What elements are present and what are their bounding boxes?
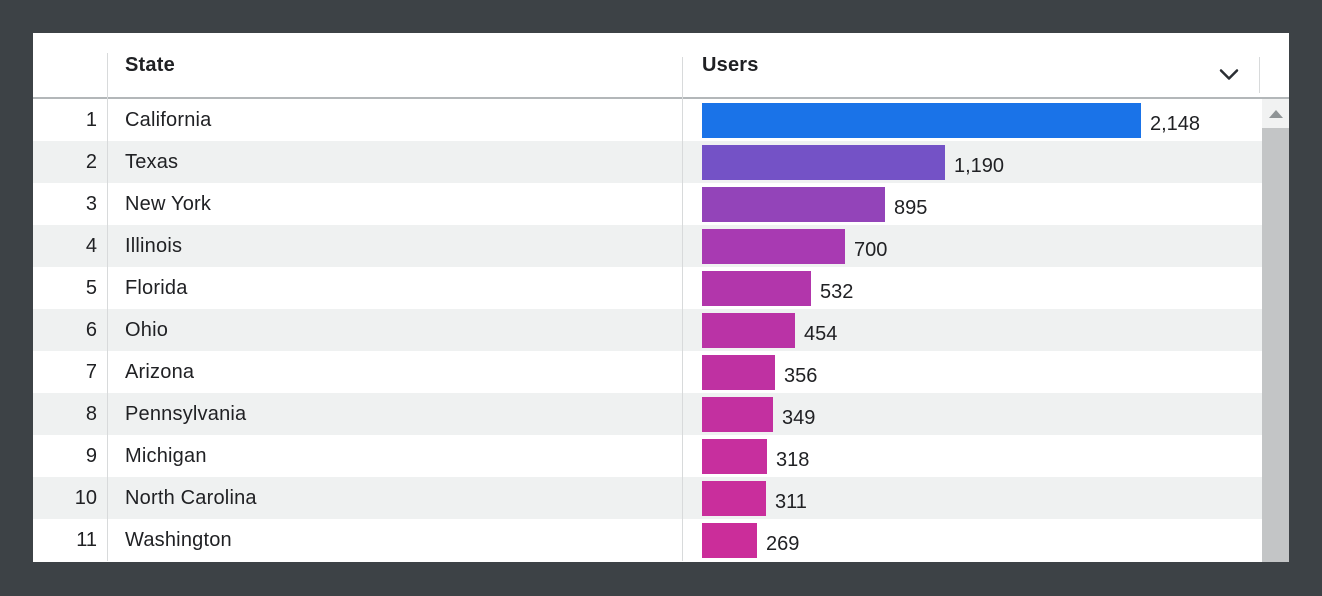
chevron-down-icon[interactable] xyxy=(1219,68,1239,81)
table-row: 11 Washington 269 xyxy=(33,519,1262,561)
users-bar xyxy=(702,144,945,180)
row-state: California xyxy=(108,99,683,141)
row-rank: 2 xyxy=(33,141,108,183)
users-value: 532 xyxy=(820,280,854,303)
users-value: 895 xyxy=(894,196,928,219)
row-state: Arizona xyxy=(108,351,683,393)
row-state: Texas xyxy=(108,141,683,183)
header-users-column[interactable]: Users xyxy=(683,33,1289,97)
users-bar xyxy=(702,228,845,264)
row-users-cell: 356 xyxy=(683,351,1262,393)
row-rank: 6 xyxy=(33,309,108,351)
header-divider xyxy=(682,57,683,99)
users-column-label: Users xyxy=(702,53,759,76)
users-value: 454 xyxy=(804,322,838,345)
row-rank: 4 xyxy=(33,225,108,267)
row-users-cell: 1,190 xyxy=(683,141,1262,183)
row-state: Ohio xyxy=(108,309,683,351)
table-row: 7 Arizona 356 xyxy=(33,351,1262,393)
row-rank: 5 xyxy=(33,267,108,309)
users-bar xyxy=(702,354,775,390)
header-rank-column xyxy=(33,33,108,97)
table-header: State Users xyxy=(33,33,1289,99)
row-state: North Carolina xyxy=(108,477,683,519)
table-row: 4 Illinois 700 xyxy=(33,225,1262,267)
header-divider xyxy=(1259,57,1260,93)
row-users-cell: 700 xyxy=(683,225,1262,267)
row-rank: 9 xyxy=(33,435,108,477)
users-bar xyxy=(702,270,811,306)
users-bar xyxy=(702,480,766,516)
users-value: 700 xyxy=(854,238,888,261)
scroll-up-arrow-icon xyxy=(1268,109,1283,118)
row-users-cell: 895 xyxy=(683,183,1262,225)
row-rank: 7 xyxy=(33,351,108,393)
users-value: 2,148 xyxy=(1150,112,1201,135)
row-rank: 3 xyxy=(33,183,108,225)
table-row: 9 Michigan 318 xyxy=(33,435,1262,477)
table-row: 8 Pennsylvania 349 xyxy=(33,393,1262,435)
users-bar xyxy=(702,312,795,348)
table-row: 5 Florida 532 xyxy=(33,267,1262,309)
row-state: Florida xyxy=(108,267,683,309)
row-rank: 8 xyxy=(33,393,108,435)
table-row: 2 Texas 1,190 xyxy=(33,141,1262,183)
users-bar xyxy=(702,396,773,432)
row-state: Illinois xyxy=(108,225,683,267)
table-row: 6 Ohio 454 xyxy=(33,309,1262,351)
header-state-column[interactable]: State xyxy=(108,33,683,97)
row-users-cell: 454 xyxy=(683,309,1262,351)
users-value: 318 xyxy=(776,448,810,471)
row-state: New York xyxy=(108,183,683,225)
users-value: 356 xyxy=(784,364,818,387)
row-users-cell: 532 xyxy=(683,267,1262,309)
scrollbar-thumb[interactable] xyxy=(1262,128,1289,562)
users-value: 1,190 xyxy=(954,154,1005,177)
users-value: 349 xyxy=(782,406,816,429)
table-row: 10 North Carolina 311 xyxy=(33,477,1262,519)
state-column-label: State xyxy=(125,53,175,76)
table-body: 1 California 2,148 2 Texas 1,190 3 New Y… xyxy=(33,99,1262,562)
state-users-table-widget: State Users 1 California 2,148 2 Texas 1… xyxy=(33,33,1289,562)
users-value: 269 xyxy=(766,532,800,555)
table-row: 3 New York 895 xyxy=(33,183,1262,225)
table-row: 1 California 2,148 xyxy=(33,99,1262,141)
users-bar xyxy=(702,102,1141,138)
users-bar xyxy=(702,186,885,222)
users-bar xyxy=(702,438,767,474)
row-users-cell: 318 xyxy=(683,435,1262,477)
header-divider xyxy=(107,53,108,99)
users-value: 311 xyxy=(775,490,807,513)
row-state: Michigan xyxy=(108,435,683,477)
row-rank: 11 xyxy=(33,519,108,561)
row-users-cell: 269 xyxy=(683,519,1262,561)
users-bar xyxy=(702,522,757,558)
row-rank: 10 xyxy=(33,477,108,519)
vertical-scrollbar[interactable] xyxy=(1262,99,1289,562)
row-rank: 1 xyxy=(33,99,108,141)
row-users-cell: 349 xyxy=(683,393,1262,435)
row-state: Pennsylvania xyxy=(108,393,683,435)
scroll-up-button[interactable] xyxy=(1262,99,1289,128)
row-state: Washington xyxy=(108,519,683,561)
row-users-cell: 2,148 xyxy=(683,99,1262,141)
row-users-cell: 311 xyxy=(683,477,1262,519)
